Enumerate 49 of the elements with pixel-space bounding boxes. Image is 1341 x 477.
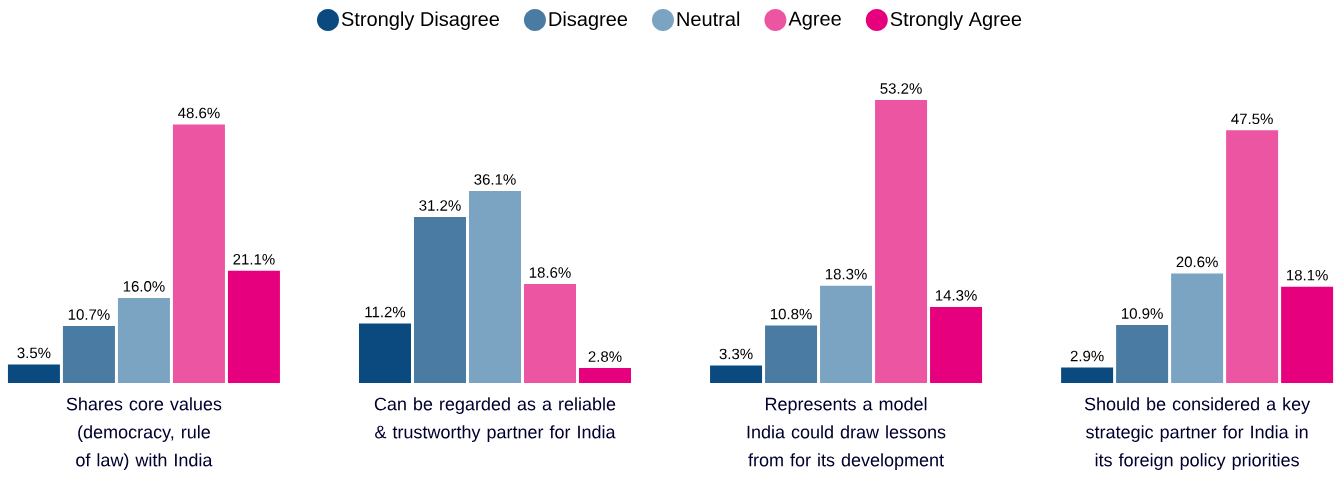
data-label: 18.1% [1286,269,1328,281]
bar [710,365,763,383]
bar [7,364,60,383]
x-tick-label: Represents a model India could draw lessons from for its development [747,397,946,470]
bar [1281,286,1334,383]
legend-label: Agree [788,11,841,30]
data-label: 21.1% [233,254,275,265]
x-tick-label: Can be regarded as a reliable & trustworthy partner for India [374,397,616,442]
legend-label: Disagree [549,11,628,31]
bar [227,270,280,383]
data-label: 10.8% [770,308,812,320]
legend-label: Strongly Agree [890,11,1022,31]
data-label: 47.5% [1231,113,1273,125]
data-label: 14.3% [935,290,977,301]
legend-label: Neutral [677,11,740,27]
bar [1226,130,1279,383]
bar [1116,325,1169,383]
data-label: 3.5% [17,347,51,359]
bar [765,325,818,383]
bar [358,323,411,383]
data-label: 20.6% [1176,256,1218,268]
bar [820,285,873,383]
data-label: 10.9% [1121,308,1163,319]
bar [579,368,631,383]
bar [1171,273,1224,383]
data-label: 2.8% [588,351,622,362]
x-tick-label: Should be considered a key strategic partner for India in its foreign policy priorities [1084,397,1311,470]
data-label: 31.2% [419,200,461,211]
data-label: 3.3% [719,348,753,360]
data-label: 11.2% [365,306,406,318]
data-label: 53.2% [880,83,922,94]
data-label: 36.1% [474,174,516,185]
data-label: 18.3% [825,268,867,280]
data-label: 10.7% [68,309,110,320]
bar [468,190,521,383]
data-label: 2.9% [1070,350,1104,362]
bar [1061,367,1114,383]
bar [413,217,466,383]
bar [117,297,170,383]
bar [62,326,115,383]
data-label: 48.6% [178,107,220,119]
x-tick-label: Shares core values (democracy, rule of law) with India [66,397,222,470]
bar [930,306,983,383]
data-label: 16.0% [123,281,165,292]
legend-label: Strongly Disagree [341,11,500,31]
bar [172,124,225,383]
bar [523,284,576,383]
bar [875,100,928,383]
data-label: 18.6% [529,267,571,278]
